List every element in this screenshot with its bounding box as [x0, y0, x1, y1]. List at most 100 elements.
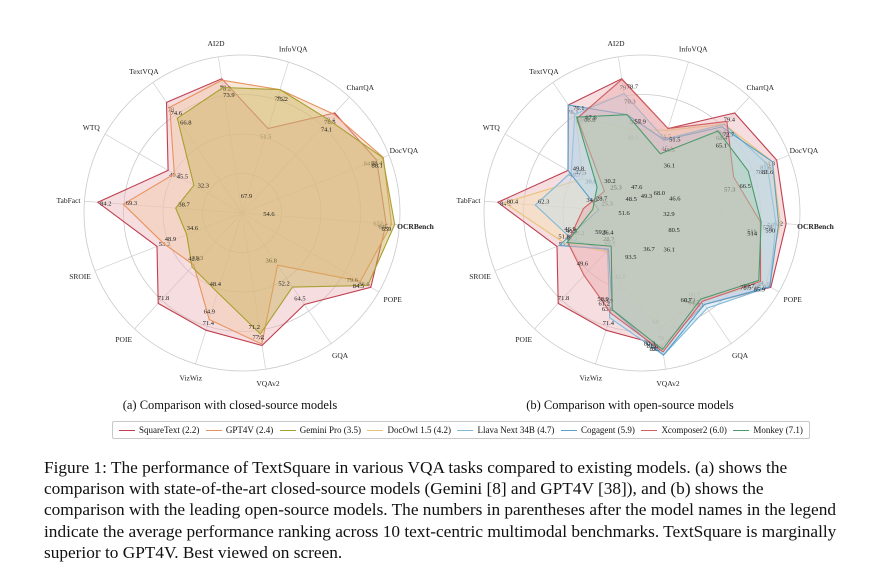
value-label: 71.8	[158, 295, 169, 302]
legend-label: DocOwl 1.5 (4.2)	[387, 425, 451, 435]
legend-line-icon	[119, 429, 135, 431]
grid-spoke	[241, 212, 332, 344]
value-label: 30.2	[604, 178, 615, 185]
axis-label: OCRBench	[397, 222, 434, 231]
value-label: 78	[168, 106, 175, 113]
axis-label: VQAv2	[656, 379, 679, 388]
value-label: 84.3	[364, 160, 375, 167]
value-label: 75.2	[277, 96, 288, 103]
axis-label: WTQ	[483, 123, 501, 132]
value-label: 64.5	[694, 295, 705, 302]
legend-label: Llava Next 34B (4.7)	[477, 425, 555, 435]
value-label: 26.4	[602, 230, 614, 237]
legend-label: Gemini Pro (3.5)	[299, 425, 361, 435]
legend-label: Monkey (7.1)	[753, 425, 803, 435]
value-label: 49.7	[169, 172, 181, 179]
legend-label: GPT4V (2.4)	[225, 425, 274, 435]
value-label: 48.9	[165, 236, 176, 243]
value-label: 36.7	[643, 246, 655, 253]
axis-label: VizWiz	[579, 373, 602, 382]
grid-spoke	[84, 200, 243, 214]
value-label: 54.6	[263, 211, 275, 218]
value-label: 77.2	[253, 334, 264, 341]
value-label: 645	[378, 223, 388, 230]
value-label: 79.4	[724, 116, 736, 123]
grid-spoke	[641, 61, 689, 214]
value-label: 85.9	[755, 284, 766, 291]
grid-ring	[123, 94, 361, 332]
grid-spoke	[241, 212, 380, 293]
series-area	[175, 86, 396, 335]
series-area	[96, 78, 387, 347]
value-label: 38.7	[178, 201, 190, 208]
value-label: 47.5	[575, 170, 586, 177]
value-label: 45.1	[661, 146, 672, 153]
value-label: 78.5	[740, 284, 751, 291]
legend-item: Cogagent (5.9)	[560, 425, 635, 435]
value-label: 78	[658, 335, 665, 342]
value-label: 81.6	[762, 169, 774, 176]
value-label: 53.2	[559, 241, 570, 248]
value-label: 80.5	[668, 227, 679, 234]
legend-line-icon	[560, 429, 577, 431]
value-label: 514	[747, 231, 758, 238]
axis-label: AI2D	[607, 39, 625, 48]
value-label: 66.8	[180, 120, 191, 127]
value-label: 83.4	[752, 280, 764, 287]
value-label: 79	[620, 84, 627, 91]
grid-ring	[202, 173, 282, 253]
axis-label: POPE	[384, 295, 403, 304]
legend-line-icon	[733, 429, 750, 431]
value-label: 85.9	[754, 286, 765, 293]
value-label: 79.7	[743, 283, 755, 290]
value-label: 57.3	[724, 186, 735, 193]
axis-label: VizWiz	[179, 373, 202, 382]
axis-label: TextVQA	[529, 67, 559, 76]
value-label: 78.5	[324, 119, 335, 126]
value-label: 88.4	[371, 160, 383, 167]
axis-label: OCRBench	[797, 222, 834, 231]
value-label: 46.6	[669, 196, 681, 203]
value-label: 68.6	[576, 118, 588, 125]
value-label: 93.5	[625, 254, 636, 261]
axis-label: AI2D	[207, 39, 225, 48]
value-label: 25.3	[601, 201, 612, 208]
grid-spoke	[641, 154, 790, 214]
legend-line-icon	[641, 429, 658, 431]
grid-spoke	[504, 133, 643, 214]
value-label: 32.3	[198, 183, 209, 190]
grid-spoke	[152, 82, 243, 214]
value-label: 32.9	[663, 211, 674, 218]
axis-label: GQA	[732, 351, 749, 360]
value-label: 47.6	[631, 184, 643, 191]
axis-label: POIE	[115, 335, 132, 344]
grid-spoke	[484, 200, 643, 214]
value-label: 51.5	[260, 134, 271, 141]
series-area	[122, 79, 393, 345]
legend-item: GPT4V (2.4)	[205, 425, 274, 435]
grid-spoke	[595, 212, 643, 365]
value-label: 74.6	[171, 110, 183, 117]
legend-item: Gemini Pro (3.5)	[279, 425, 361, 435]
value-label: 72.7	[723, 131, 735, 138]
value-label: 86.6	[358, 281, 370, 288]
value-label: 71.2	[249, 324, 260, 331]
series-area	[503, 114, 781, 330]
axis-label: DocVQA	[790, 146, 819, 155]
subfigure-b-label: (b) Comparison with open-source models	[526, 398, 734, 412]
radar-chart-a: AI2D InfoVQA ChartQA DocVQA OCRBench POPE GQA V…	[56, 39, 434, 388]
grid-spoke	[195, 212, 243, 365]
value-label: 69.5	[578, 116, 589, 123]
value-label: 81.6	[760, 164, 772, 171]
value-label: 69.3	[126, 200, 137, 207]
value-label: 590	[765, 227, 775, 234]
value-label: 62.3	[684, 298, 695, 305]
value-label: 65.1	[716, 143, 727, 150]
radar-charts: AI2D InfoVQA ChartQA DocVQA OCRBench POPE GQA V…	[56, 39, 834, 388]
value-label: 88.1	[371, 163, 382, 170]
value-label: 81.8	[647, 343, 658, 350]
grid-spoke	[218, 56, 243, 214]
value-label: 79.6	[347, 277, 359, 284]
value-label: 61.2	[599, 300, 610, 307]
value-label: 70.3	[624, 98, 635, 105]
